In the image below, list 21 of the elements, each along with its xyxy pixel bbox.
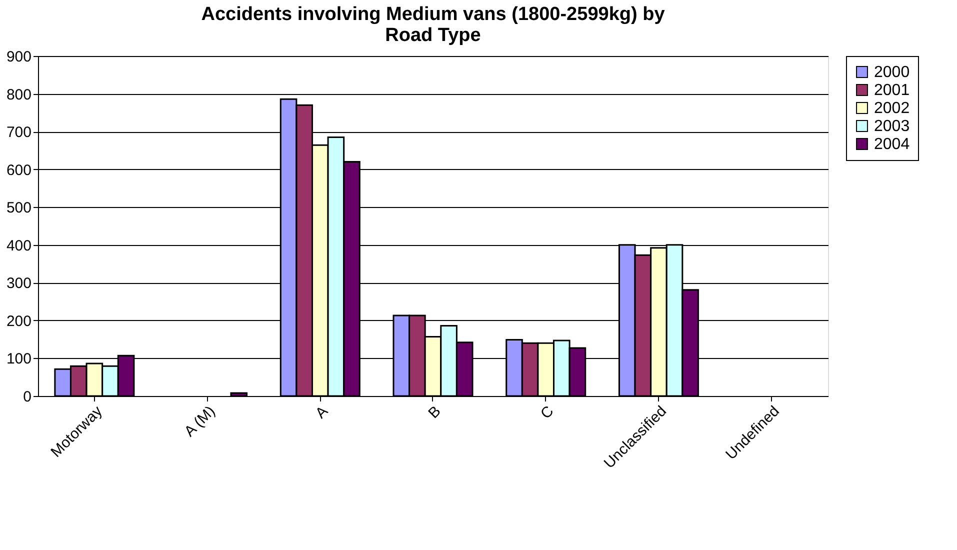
- x-tick-label: B: [425, 402, 444, 422]
- y-tick-label: 100: [6, 350, 32, 368]
- y-tick-label: 800: [6, 86, 32, 104]
- chart-title: Accidents involving Medium vans (1800-2599kg) by Road Type: [201, 4, 666, 46]
- x-tick-label: C: [537, 402, 558, 422]
- y-tick-label: 500: [6, 200, 32, 217]
- y-tick-label: 600: [6, 162, 32, 179]
- legend-label: 2004: [874, 136, 910, 153]
- legend-label: 2000: [874, 64, 910, 81]
- y-tick-label: 0: [23, 388, 32, 406]
- y-tick-label: 400: [6, 237, 32, 254]
- y-tick-label: 200: [6, 312, 32, 330]
- legend-label: 2001: [874, 82, 910, 99]
- bar: [230, 392, 248, 397]
- legend-label: 2003: [874, 118, 910, 135]
- y-tick-label: 300: [6, 275, 32, 292]
- y-tick-label: 700: [6, 124, 32, 142]
- y-tick-label: 900: [6, 48, 32, 66]
- legend-label: 2002: [874, 100, 910, 117]
- x-tick-label: A (M): [181, 402, 219, 440]
- x-tick-label: A: [312, 402, 332, 422]
